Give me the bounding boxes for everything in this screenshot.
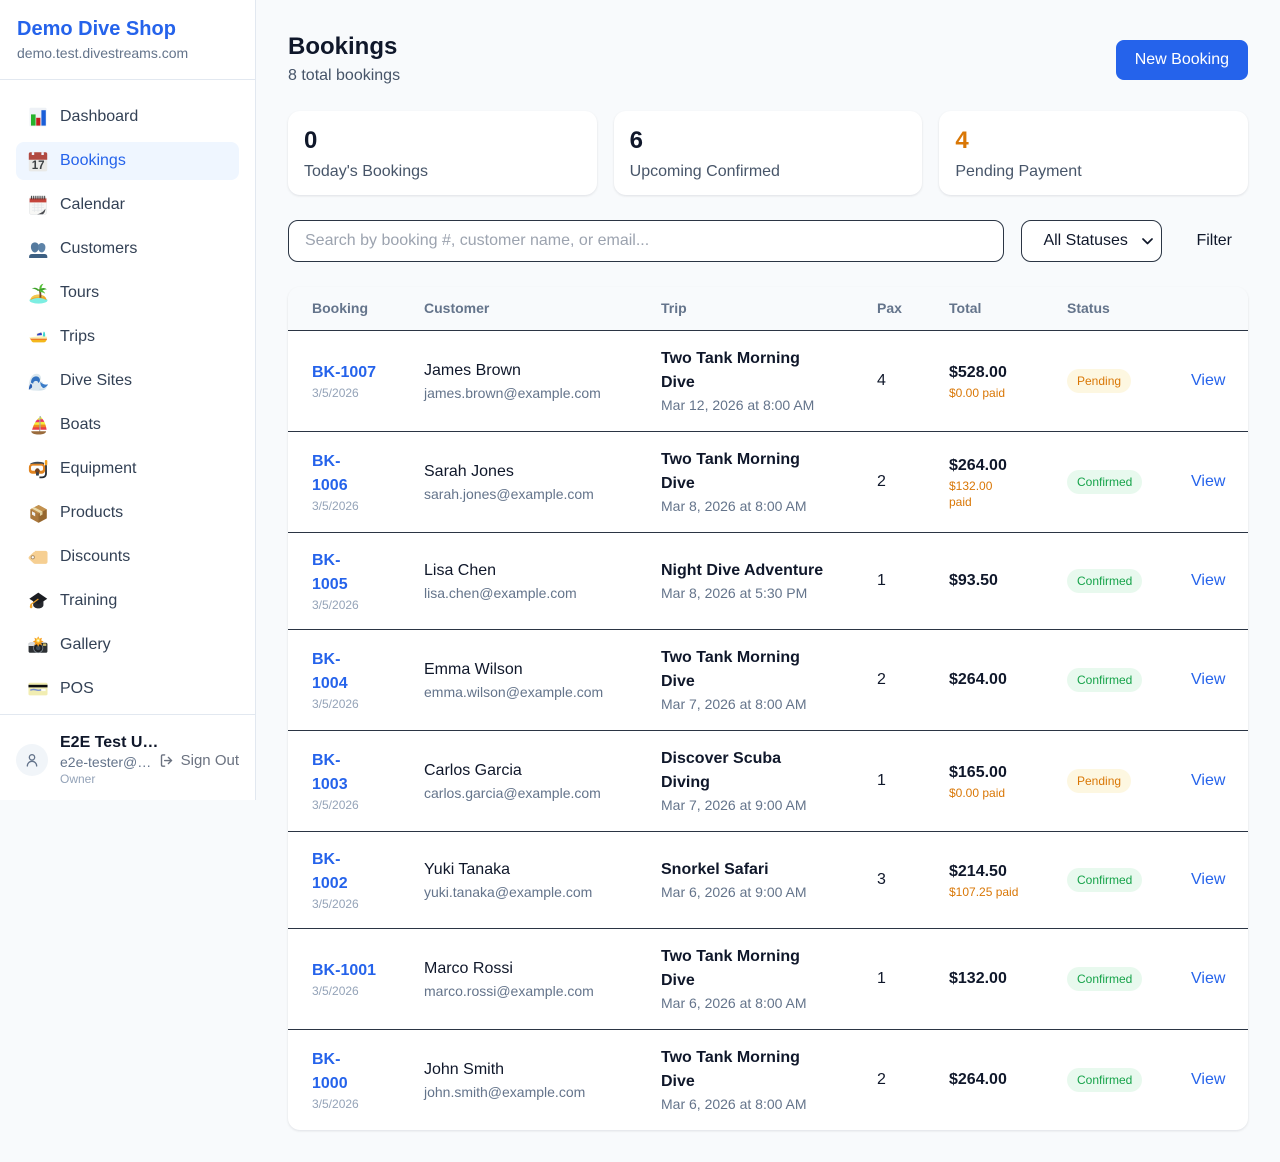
svg-text:17: 17 xyxy=(32,160,45,172)
